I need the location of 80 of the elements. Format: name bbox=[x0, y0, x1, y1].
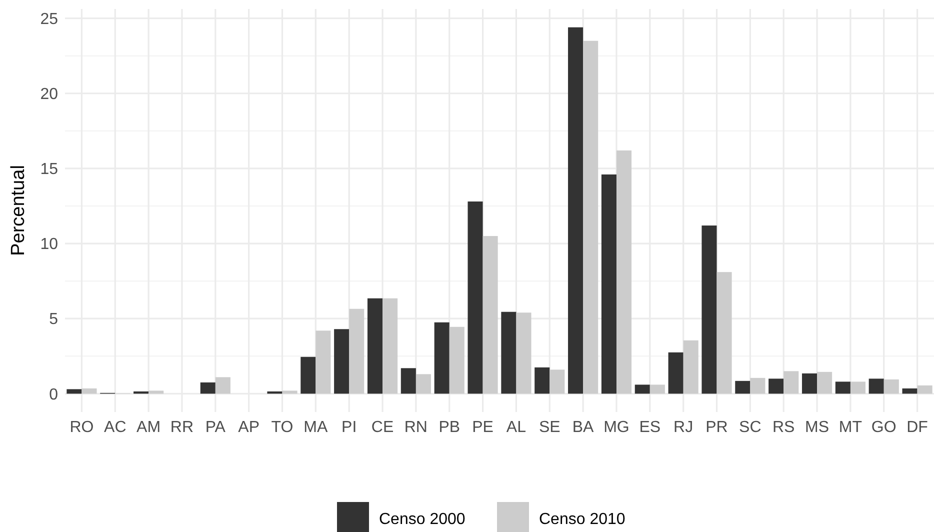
bar bbox=[148, 390, 164, 394]
y-tick-label: 10 bbox=[40, 236, 58, 254]
x-tick-label: SC bbox=[739, 419, 762, 436]
x-tick-label: PB bbox=[438, 419, 460, 436]
x-tick-label: GO bbox=[871, 419, 896, 436]
bar bbox=[316, 330, 331, 394]
bar bbox=[868, 378, 884, 394]
bar bbox=[334, 329, 350, 394]
bar bbox=[282, 390, 298, 394]
legend-label: Censo 2010 bbox=[539, 511, 626, 528]
bar bbox=[850, 382, 866, 394]
x-tick-label: RS bbox=[772, 419, 795, 436]
bar bbox=[66, 389, 82, 394]
x-tick-label: RO bbox=[70, 419, 94, 436]
y-tick-label: 0 bbox=[49, 386, 58, 404]
x-tick-label: DF bbox=[906, 419, 928, 436]
bar bbox=[750, 378, 766, 394]
bar bbox=[668, 352, 684, 394]
x-tick-label: ES bbox=[639, 419, 661, 436]
x-tick-label: AC bbox=[104, 419, 126, 436]
bar bbox=[568, 27, 584, 394]
bar bbox=[884, 379, 899, 394]
x-tick-label: RR bbox=[170, 419, 194, 436]
bar bbox=[650, 384, 665, 394]
bar bbox=[382, 298, 398, 394]
y-axis-title: Percentual bbox=[8, 165, 29, 256]
bar bbox=[482, 236, 498, 394]
x-tick-label: MA bbox=[304, 419, 328, 436]
bar bbox=[367, 298, 383, 394]
bar bbox=[583, 40, 598, 394]
x-tick-label: RN bbox=[404, 419, 428, 436]
x-tick-label: PA bbox=[205, 419, 226, 436]
bar bbox=[768, 378, 784, 394]
bar bbox=[534, 367, 550, 394]
bar bbox=[550, 370, 565, 394]
bar bbox=[802, 373, 818, 394]
x-tick-label: MT bbox=[838, 419, 862, 436]
bar bbox=[416, 374, 431, 394]
x-tick-label: MG bbox=[604, 419, 630, 436]
x-tick-label: BA bbox=[572, 419, 594, 436]
bar bbox=[784, 371, 799, 394]
bar bbox=[501, 312, 516, 394]
bar bbox=[449, 326, 464, 394]
bar bbox=[300, 356, 316, 394]
bar bbox=[82, 388, 97, 394]
bar bbox=[735, 380, 750, 394]
bar bbox=[215, 377, 230, 394]
bar bbox=[434, 322, 450, 394]
x-tick-label: RJ bbox=[674, 419, 694, 436]
x-tick-label: AM bbox=[136, 419, 161, 436]
bar bbox=[634, 384, 650, 394]
x-tick-label: CE bbox=[371, 419, 394, 436]
bar bbox=[267, 391, 282, 394]
bar bbox=[702, 226, 717, 394]
x-tick-label: PI bbox=[342, 419, 357, 436]
x-tick-label: MS bbox=[805, 419, 830, 436]
bar bbox=[468, 201, 483, 394]
bar bbox=[616, 150, 632, 394]
bar bbox=[716, 272, 732, 394]
y-tick-label: 5 bbox=[49, 311, 58, 328]
bar bbox=[902, 388, 918, 394]
bar bbox=[835, 382, 850, 394]
y-tick-label: 25 bbox=[40, 10, 58, 28]
x-tick-label: AP bbox=[238, 419, 260, 436]
x-tick-label: TO bbox=[271, 419, 294, 436]
bar bbox=[516, 312, 532, 394]
x-tick-label: AL bbox=[506, 419, 526, 436]
bar bbox=[683, 340, 698, 394]
y-tick-label: 20 bbox=[40, 86, 58, 103]
legend-label: Censo 2000 bbox=[379, 511, 466, 528]
bar bbox=[200, 382, 216, 394]
bar bbox=[400, 368, 416, 394]
x-tick-label: PR bbox=[706, 419, 728, 436]
bar bbox=[601, 174, 616, 394]
bar bbox=[917, 385, 932, 394]
bar bbox=[349, 308, 364, 394]
x-tick-label: PE bbox=[472, 419, 494, 436]
bar bbox=[817, 372, 832, 394]
x-tick-label: SE bbox=[538, 419, 560, 436]
y-tick-label: 15 bbox=[40, 161, 58, 178]
